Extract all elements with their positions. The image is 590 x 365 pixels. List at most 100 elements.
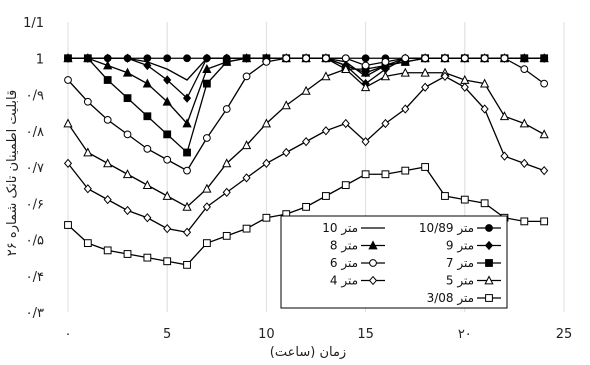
data-point xyxy=(460,195,469,204)
data-point xyxy=(183,54,191,63)
x-tick-label: 25 xyxy=(556,327,573,342)
data-point xyxy=(163,155,172,164)
data-point xyxy=(163,54,172,63)
data-point xyxy=(222,105,231,113)
legend-swatch-marker xyxy=(368,240,378,250)
data-point xyxy=(241,140,252,150)
data-point xyxy=(122,169,133,179)
data-point xyxy=(441,54,449,63)
data-point xyxy=(381,118,390,129)
data-point xyxy=(400,67,410,77)
data-point xyxy=(500,151,509,161)
legend-label: 9 متر xyxy=(446,239,474,254)
data-point xyxy=(202,53,211,63)
y-tick-label: ۰/۸ xyxy=(26,125,44,140)
data-point xyxy=(500,54,509,63)
y-tick-label: ۰/۹ xyxy=(26,89,44,104)
data-point xyxy=(361,136,370,147)
data-point xyxy=(520,158,529,169)
y-tick-label: ۰/۵ xyxy=(26,234,44,249)
data-point xyxy=(420,67,430,77)
data-point xyxy=(64,76,72,84)
data-point xyxy=(182,93,192,103)
legend: 10/89 متر 10 متر 9 متر 8 متر 7 متر 6 متر 5 متر… xyxy=(280,215,508,309)
data-point xyxy=(143,60,152,71)
data-point xyxy=(540,165,549,176)
y-tick-label: ۰/۳ xyxy=(26,306,44,321)
data-point xyxy=(163,223,172,234)
legend-item: 10/89 متر xyxy=(419,221,501,236)
x-tick-label: ۲۰ xyxy=(458,327,472,342)
data-point xyxy=(302,202,310,211)
data-point xyxy=(83,97,92,106)
series-5 xyxy=(64,54,549,175)
data-point xyxy=(202,202,211,212)
series-line xyxy=(67,57,545,172)
legend-swatch-marker xyxy=(484,275,494,285)
data-point xyxy=(123,205,132,216)
data-point xyxy=(222,57,231,66)
data-point xyxy=(440,71,450,82)
legend-swatch-marker xyxy=(485,259,493,267)
data-point xyxy=(480,54,489,63)
legend-swatch-marker xyxy=(484,240,494,251)
data-point xyxy=(262,57,271,66)
data-point xyxy=(63,118,73,128)
data-point xyxy=(321,126,330,136)
data-point xyxy=(361,61,370,70)
y-tick-label: 1/1 xyxy=(23,16,44,31)
data-point xyxy=(183,166,191,175)
data-point xyxy=(322,192,330,200)
data-point xyxy=(520,217,529,226)
x-tick-label: 15 xyxy=(357,327,374,342)
data-point xyxy=(539,129,549,139)
data-point xyxy=(222,187,231,198)
data-point xyxy=(83,54,92,63)
data-point xyxy=(162,96,172,106)
data-point xyxy=(519,118,529,128)
x-tick-label: ۰ xyxy=(65,327,72,342)
data-point xyxy=(64,54,72,63)
data-point xyxy=(103,60,113,70)
data-point xyxy=(480,199,489,208)
data-point xyxy=(322,54,330,63)
data-point xyxy=(361,170,370,179)
data-point xyxy=(381,57,390,66)
legend-item: 10 متر xyxy=(322,221,385,236)
data-point xyxy=(143,253,152,262)
data-point xyxy=(421,163,430,171)
data-point xyxy=(163,257,172,266)
x-axis-label: زمان (ساعت) xyxy=(270,345,346,360)
data-point xyxy=(460,54,469,63)
data-point xyxy=(222,231,231,240)
series-7 xyxy=(63,71,549,237)
data-point xyxy=(83,147,93,157)
legend-label: 6 متر xyxy=(330,256,358,271)
data-point xyxy=(103,158,113,168)
data-point xyxy=(520,65,529,74)
data-point xyxy=(202,134,211,142)
data-point xyxy=(242,72,251,81)
data-point xyxy=(103,76,112,84)
data-point xyxy=(202,239,211,248)
legend-box xyxy=(280,215,508,309)
data-point xyxy=(540,217,549,226)
x-tick-label: 5 xyxy=(163,327,171,342)
data-point xyxy=(222,158,232,168)
data-point xyxy=(242,224,251,233)
data-point xyxy=(83,184,92,194)
legend-item: 4 متر xyxy=(330,274,385,289)
data-point xyxy=(182,201,192,211)
data-point xyxy=(499,111,510,121)
data-point xyxy=(143,112,152,121)
data-point xyxy=(281,100,291,110)
legend-item: 7 متر xyxy=(446,256,501,271)
data-point xyxy=(341,64,351,74)
data-point xyxy=(460,82,469,92)
legend-label: 4 متر xyxy=(330,274,358,289)
data-point xyxy=(142,180,152,190)
data-point xyxy=(122,67,133,77)
data-point xyxy=(143,144,152,153)
legend-label: 8 متر xyxy=(330,239,358,254)
legend-item: 8 متر xyxy=(330,239,385,254)
